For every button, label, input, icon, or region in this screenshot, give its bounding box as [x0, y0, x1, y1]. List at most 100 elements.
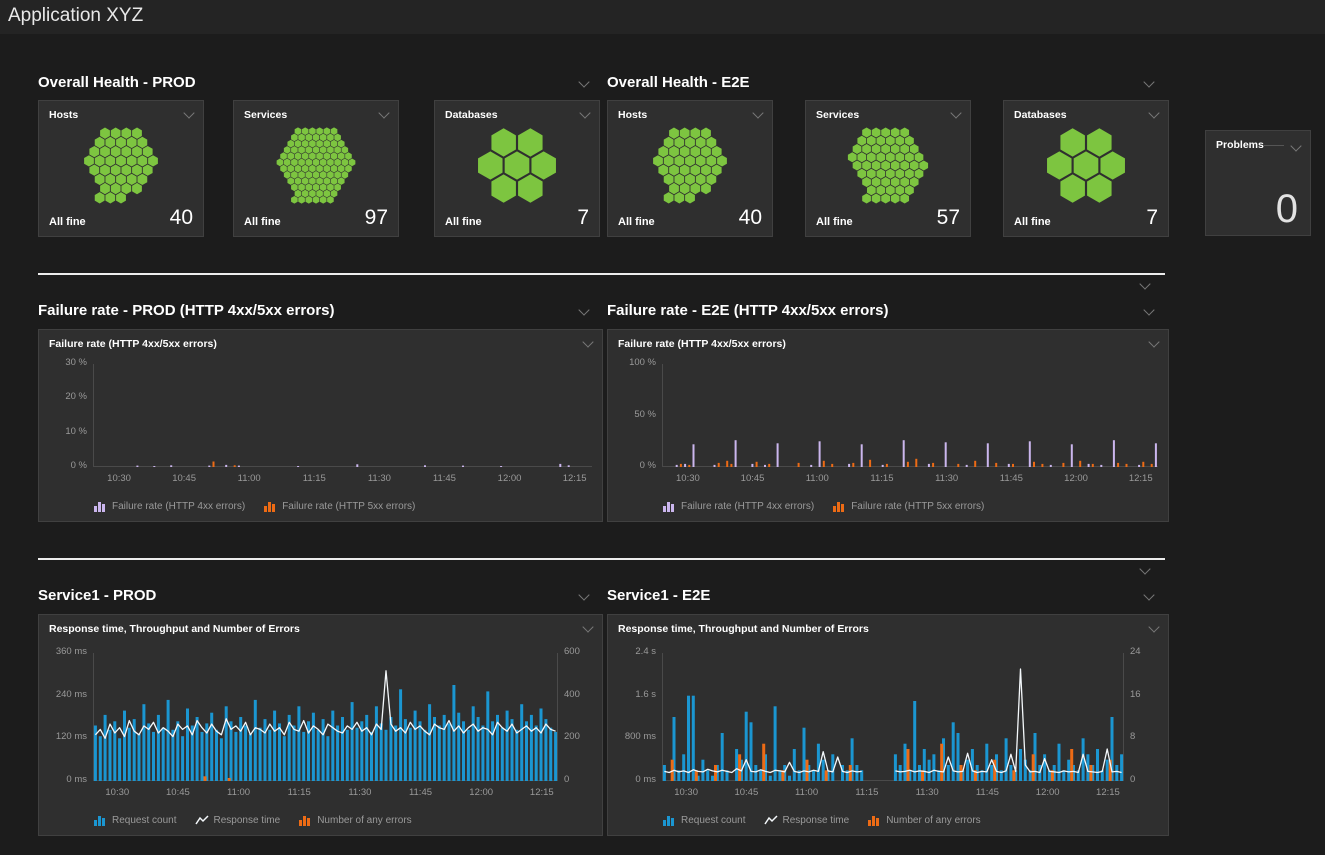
bar-series-icon	[93, 501, 107, 512]
section-header-service1-prod: Service1 - PROD	[38, 585, 588, 605]
health-tile-databases-prod[interactable]: Databases All fine 7	[434, 100, 600, 237]
health-tile-hosts-prod[interactable]: Hosts All fine 40	[38, 100, 204, 237]
chevron-down-icon[interactable]	[582, 621, 593, 632]
tile-title: Problems	[1216, 139, 1264, 151]
chevron-down-icon[interactable]	[1148, 107, 1159, 118]
top-bar	[0, 0, 1325, 34]
chart-area: 0 ms800 ms1.6 s2.4 s 081624	[618, 653, 1158, 781]
bar-series-icon	[832, 501, 846, 512]
health-tile-services-prod[interactable]: Services All fine 97	[233, 100, 399, 237]
section-title: Overall Health - E2E	[607, 74, 750, 91]
chart-legend: Failure rate (HTTP 4xx errors) Failure ra…	[93, 501, 415, 512]
failure-rate-prod-chart-tile[interactable]: Failure rate (HTTP 4xx/5xx errors) 0 %10…	[38, 329, 603, 522]
status-label: All fine	[49, 216, 86, 228]
section-header-health-prod: Overall Health - PROD	[38, 72, 588, 92]
chevron-down-icon[interactable]	[1148, 621, 1159, 632]
line-series-icon	[195, 815, 209, 826]
tile-title: Databases	[1014, 109, 1067, 121]
chevron-down-icon[interactable]	[1148, 336, 1159, 347]
health-tile-databases-e2e[interactable]: Databases All fine 7	[1003, 100, 1169, 237]
problems-tile[interactable]: Problems 0	[1205, 130, 1311, 236]
status-label: All fine	[445, 216, 482, 228]
tile-title: Services	[244, 109, 287, 121]
plot-area	[662, 653, 1124, 781]
section-title: Failure rate - PROD (HTTP 4xx/5xx errors…	[38, 302, 335, 319]
chart-legend: Failure rate (HTTP 4xx errors) Failure ra…	[662, 501, 984, 512]
chevron-down-icon[interactable]	[578, 589, 589, 600]
health-tile-hosts-e2e[interactable]: Hosts All fine 40	[607, 100, 773, 237]
tile-title: Databases	[445, 109, 498, 121]
chevron-down-icon[interactable]	[183, 107, 194, 118]
y-axis-left: 0 %10 %20 %30 %	[49, 364, 93, 467]
plot-area	[93, 364, 592, 467]
filter-dash	[1264, 145, 1284, 146]
x-axis: 10:3010:4511:0011:1511:3011:4512:0012:15	[93, 785, 558, 799]
status-label: All fine	[244, 216, 281, 228]
chevron-down-icon[interactable]	[378, 107, 389, 118]
section-header-failure-e2e: Failure rate - E2E (HTTP 4xx/5xx errors)	[607, 300, 1153, 320]
section-header-health-e2e: Overall Health - E2E	[607, 72, 1153, 92]
chevron-down-icon[interactable]	[578, 304, 589, 315]
y-axis-left: 0 ms120 ms240 ms360 ms	[49, 653, 93, 781]
entity-count: 7	[1146, 207, 1158, 228]
legend-item: Failure rate (HTTP 5xx errors)	[832, 501, 984, 512]
honeycomb-services-e2e	[816, 127, 960, 204]
section-header-failure-prod: Failure rate - PROD (HTTP 4xx/5xx errors…	[38, 300, 588, 320]
dashboard-canvas: Application XYZ Overall Health - PROD Ov…	[0, 0, 1325, 855]
tile-title: Failure rate (HTTP 4xx/5xx errors)	[618, 338, 786, 350]
chevron-down-icon[interactable]	[1143, 589, 1154, 600]
honeycomb-hosts-e2e	[618, 127, 762, 204]
legend-item: Failure rate (HTTP 5xx errors)	[263, 501, 415, 512]
section-collapse-chevron[interactable]	[1139, 563, 1150, 574]
bar-series-icon	[263, 501, 277, 512]
bar-series-icon	[662, 501, 676, 512]
plot-area	[93, 653, 558, 781]
tile-title: Hosts	[49, 109, 78, 121]
chart-area: 0 ms120 ms240 ms360 ms 0200400600	[49, 653, 592, 781]
section-collapse-chevron[interactable]	[1139, 278, 1150, 289]
tile-title: Services	[816, 109, 859, 121]
honeycomb-services-prod	[244, 127, 388, 204]
x-axis: 10:3010:4511:0011:1511:3011:4512:0012:15	[93, 471, 592, 485]
legend-item: Failure rate (HTTP 4xx errors)	[93, 501, 245, 512]
legend-item: Response time	[764, 815, 850, 826]
tile-title: Failure rate (HTTP 4xx/5xx errors)	[49, 338, 217, 350]
x-axis: 10:3010:4511:0011:1511:3011:4512:0012:15	[662, 471, 1158, 485]
section-divider	[38, 558, 1165, 560]
plot-area	[662, 364, 1158, 467]
chevron-down-icon[interactable]	[950, 107, 961, 118]
page-title: Application XYZ	[8, 5, 143, 27]
y-axis-left: 0 %50 %100 %	[618, 364, 662, 467]
chart-area: 0 %10 %20 %30 %	[49, 364, 592, 467]
honeycomb-databases-prod	[445, 127, 589, 204]
legend-item: Failure rate (HTTP 4xx errors)	[662, 501, 814, 512]
section-header-service1-e2e: Service1 - E2E	[607, 585, 1153, 605]
entity-count: 40	[170, 207, 193, 228]
failure-rate-e2e-chart-tile[interactable]: Failure rate (HTTP 4xx/5xx errors) 0 %50…	[607, 329, 1169, 522]
y-axis-right: 081624	[1124, 653, 1158, 781]
problems-count: 0	[1276, 189, 1298, 229]
health-tile-services-e2e[interactable]: Services All fine 57	[805, 100, 971, 237]
legend-item: Number of any errors	[298, 815, 411, 826]
entity-count: 57	[937, 207, 960, 228]
chevron-down-icon[interactable]	[752, 107, 763, 118]
service1-prod-chart-tile[interactable]: Response time, Throughput and Number of …	[38, 614, 603, 836]
chevron-down-icon[interactable]	[579, 107, 590, 118]
status-label: All fine	[1014, 216, 1051, 228]
chevron-down-icon[interactable]	[1290, 140, 1301, 151]
x-axis: 10:3010:4511:0011:1511:3011:4512:0012:15	[662, 785, 1124, 799]
legend-item: Response time	[195, 815, 281, 826]
chevron-down-icon[interactable]	[1143, 304, 1154, 315]
status-label: All fine	[816, 216, 853, 228]
chart-legend: Request countResponse timeNumber of any …	[93, 815, 412, 826]
section-title: Service1 - PROD	[38, 587, 156, 604]
chevron-down-icon[interactable]	[1143, 76, 1154, 87]
y-axis-left: 0 ms800 ms1.6 s2.4 s	[618, 653, 662, 781]
section-title: Overall Health - PROD	[38, 74, 196, 91]
bar-series-icon	[867, 815, 881, 826]
chart-legend: Request countResponse timeNumber of any …	[662, 815, 981, 826]
entity-count: 97	[365, 207, 388, 228]
chevron-down-icon[interactable]	[578, 76, 589, 87]
service1-e2e-chart-tile[interactable]: Response time, Throughput and Number of …	[607, 614, 1169, 836]
chevron-down-icon[interactable]	[582, 336, 593, 347]
